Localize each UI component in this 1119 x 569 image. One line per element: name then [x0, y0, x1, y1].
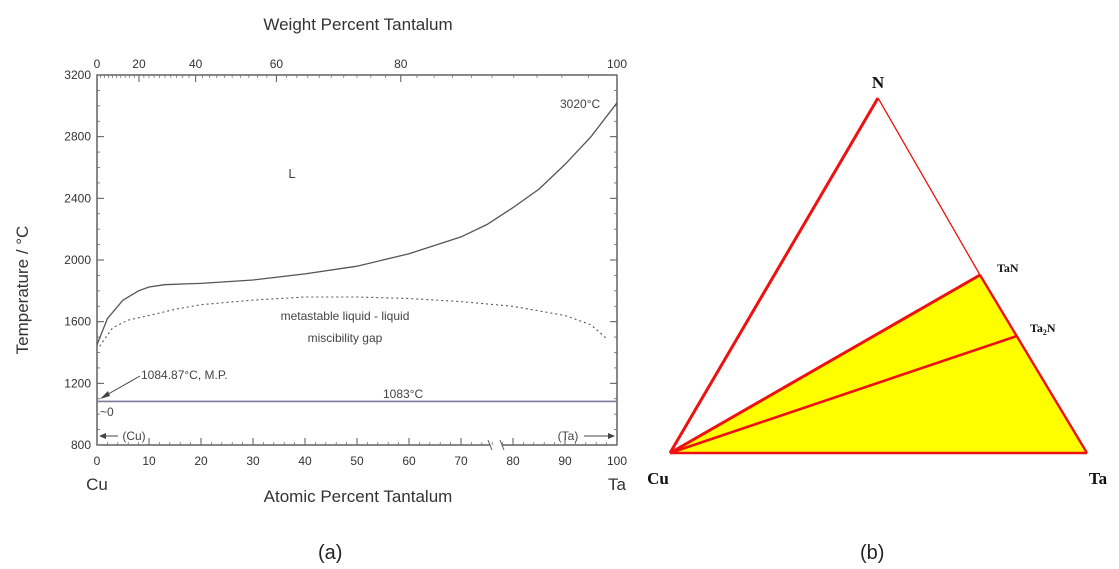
y-tick-label: 2800 — [64, 130, 91, 144]
vertex-cu-label: Cu — [647, 469, 669, 488]
eutectic-label: 1083°C — [383, 387, 423, 401]
y-tick-label: 1200 — [64, 376, 91, 390]
top-tick-labels: 0 20 40 60 80 100 — [94, 57, 628, 71]
plot-frame — [96, 74, 618, 446]
y-tick-label: 3200 — [64, 68, 91, 82]
x-tick-label: 40 — [298, 454, 312, 468]
cu-phase-arrowhead — [99, 433, 106, 439]
cu-melting-point-arrowhead — [100, 391, 110, 399]
panel-label-b: (b) — [860, 542, 885, 564]
compound-tan-label: TaN — [997, 261, 1019, 275]
y-tick-label: 800 — [71, 438, 91, 452]
bottom-tick-labels: 0 10 20 30 40 50 60 70 80 90 100 — [94, 454, 628, 468]
gap-label-line1: metastable liquid - liquid — [281, 309, 410, 323]
top-tick-label: 80 — [394, 57, 408, 71]
y-axis-title: Temperature / °C — [13, 226, 32, 355]
panel-label-a: (a) — [318, 542, 343, 564]
vertex-n-label: N — [872, 73, 885, 92]
top-tick-label: 60 — [270, 57, 284, 71]
liquidus-curve — [96, 102, 618, 346]
x-tick-label: 90 — [558, 454, 572, 468]
phase-diagram: Weight Percent Tantalum Atomic Percent T… — [13, 15, 628, 506]
y-tick-label: 2000 — [64, 253, 91, 267]
edge-cu-n — [668, 97, 880, 454]
cu-phase-label: (Cu) — [122, 429, 145, 443]
top-tick-label: 40 — [189, 57, 203, 71]
top-tick-label: 100 — [607, 57, 627, 71]
cu-melting-point-label: 1084.87°C, M.P. — [141, 368, 228, 382]
zero-solubility-label: ~0 — [100, 405, 114, 419]
top-tick-label: 20 — [132, 57, 146, 71]
left-element-label: Cu — [86, 475, 108, 494]
axis-break-mark-right — [499, 439, 505, 451]
x-tick-label: 10 — [142, 454, 156, 468]
x-tick-label: 30 — [246, 454, 260, 468]
y-tick-label: 1600 — [64, 315, 91, 329]
x-tick-label: 50 — [350, 454, 364, 468]
right-element-label: Ta — [608, 475, 627, 494]
gap-label-line2: miscibility gap — [308, 331, 383, 345]
tie-line-cu-ta2n — [669, 334, 1018, 455]
top-tick-label: 0 — [94, 57, 101, 71]
ta-phase-arrowhead — [608, 433, 615, 439]
edge-n-tan — [877, 97, 981, 276]
ta-phase-label: (Ta) — [558, 429, 579, 443]
ta-melting-point-label: 3020°C — [560, 97, 600, 111]
tie-triangle-region — [670, 275, 1087, 453]
bottom-axis-title: Atomic Percent Tantalum — [264, 487, 453, 506]
cu-melting-point-arrow — [102, 375, 141, 398]
axis-break — [490, 441, 502, 449]
axis-ticks — [96, 74, 618, 446]
liquid-region-label: L — [288, 166, 295, 181]
tie-line-cu-tan — [669, 273, 981, 455]
axis-break-mark-left — [487, 439, 493, 451]
top-axis-title: Weight Percent Tantalum — [263, 15, 452, 34]
y-tick-labels: 800 1200 1600 2000 2400 2800 3200 — [64, 68, 91, 452]
x-tick-label: 20 — [194, 454, 208, 468]
compound-ta2n-label: Ta2N — [1030, 321, 1056, 337]
phase-curves — [96, 102, 618, 403]
x-tick-label: 60 — [402, 454, 416, 468]
vertex-ta-label: Ta — [1089, 469, 1108, 488]
edge-tan-ta — [978, 274, 1089, 454]
x-tick-label: 100 — [607, 454, 627, 468]
x-tick-label: 70 — [454, 454, 468, 468]
x-tick-label: 80 — [506, 454, 520, 468]
y-tick-label: 2400 — [64, 191, 91, 205]
x-tick-label: 0 — [94, 454, 101, 468]
